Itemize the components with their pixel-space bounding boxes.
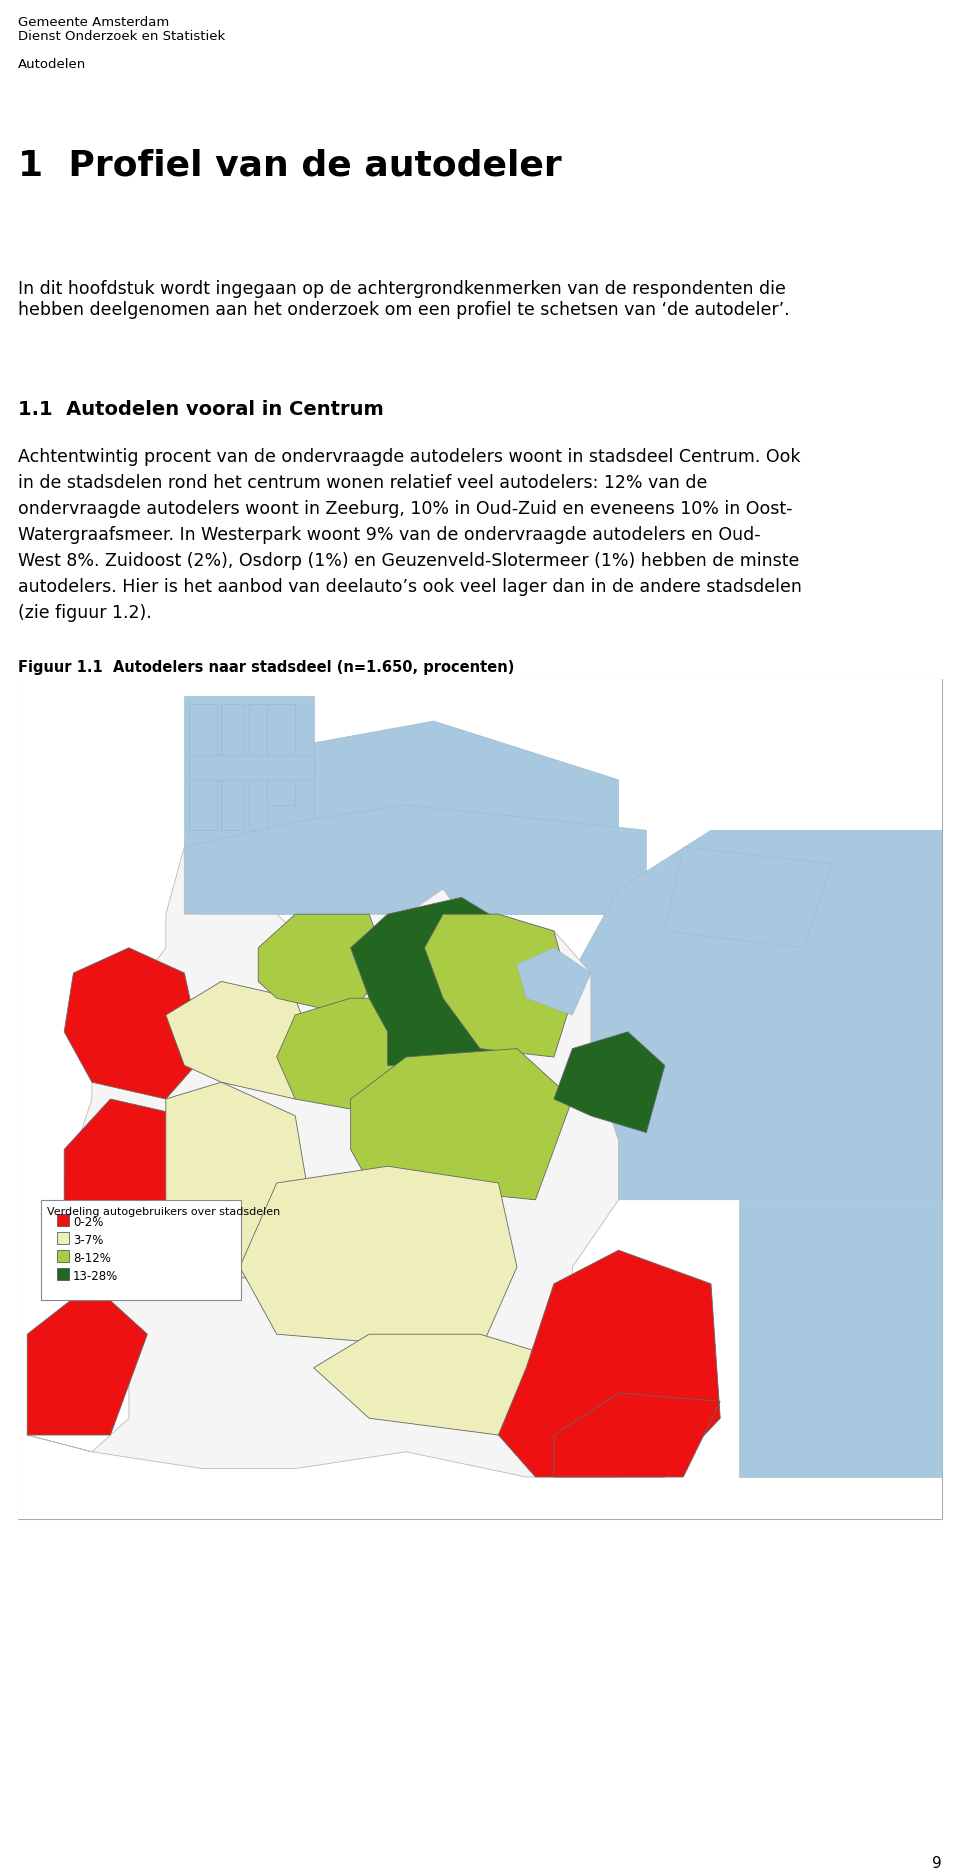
Polygon shape [554, 1394, 720, 1478]
Polygon shape [739, 1201, 942, 1478]
Polygon shape [240, 1167, 516, 1350]
Polygon shape [268, 704, 296, 805]
Text: 1.1  Autodelen vooral in Centrum: 1.1 Autodelen vooral in Centrum [18, 399, 384, 420]
Polygon shape [314, 1334, 536, 1435]
Text: Figuur 1.1  Autodelers naar stadsdeel (n=1.650, procenten): Figuur 1.1 Autodelers naar stadsdeel (n=… [18, 659, 515, 674]
Polygon shape [350, 1049, 572, 1201]
Text: autodelers. Hier is het aanbod van deelauto’s ook veel lager dan in de andere st: autodelers. Hier is het aanbod van deela… [18, 577, 802, 596]
Polygon shape [64, 1099, 203, 1302]
Text: Autodelen: Autodelen [18, 58, 86, 71]
Text: 0-2%: 0-2% [73, 1216, 104, 1229]
Polygon shape [27, 848, 664, 1478]
Polygon shape [184, 697, 314, 848]
Bar [18, 680, 942, 1519]
Polygon shape [350, 897, 516, 1066]
Text: in de stadsdelen rond het centrum wonen relatief veel autodelers: 12% van de: in de stadsdelen rond het centrum wonen … [18, 474, 708, 493]
Polygon shape [27, 1285, 148, 1435]
Text: 3-7%: 3-7% [73, 1232, 104, 1246]
Bar [41, 1201, 241, 1300]
Text: 9: 9 [932, 1854, 942, 1869]
Polygon shape [189, 755, 314, 781]
Polygon shape [276, 998, 424, 1116]
Polygon shape [249, 704, 268, 832]
Polygon shape [498, 1251, 720, 1478]
Polygon shape [18, 680, 942, 1519]
Text: 13-28%: 13-28% [73, 1270, 118, 1283]
Polygon shape [166, 1083, 314, 1285]
Text: Dienst Onderzoek en Statistiek: Dienst Onderzoek en Statistiek [18, 30, 226, 43]
Polygon shape [64, 948, 203, 1099]
Polygon shape [258, 914, 388, 1015]
Polygon shape [203, 721, 618, 914]
Text: Watergraafsmeer. In Westerpark woont 9% van de ondervraagde autodelers en Oud-: Watergraafsmeer. In Westerpark woont 9% … [18, 526, 760, 543]
Text: Gemeente Amsterdam: Gemeente Amsterdam [18, 17, 169, 28]
Polygon shape [184, 805, 646, 914]
Polygon shape [166, 981, 314, 1099]
Text: 1  Profiel van de autodeler: 1 Profiel van de autodeler [18, 148, 562, 182]
Bar [57, 1214, 69, 1227]
Text: ondervraagde autodelers woont in Zeeburg, 10% in Oud-Zuid en eveneens 10% in Oos: ondervraagde autodelers woont in Zeeburg… [18, 500, 793, 517]
Polygon shape [554, 1032, 664, 1133]
Text: In dit hoofdstuk wordt ingegaan op de achtergrondkenmerken van de respondenten d: In dit hoofdstuk wordt ingegaan op de ac… [18, 279, 790, 318]
Polygon shape [516, 948, 590, 1015]
Bar [57, 1268, 69, 1279]
Polygon shape [664, 848, 831, 948]
Polygon shape [554, 832, 942, 1201]
Polygon shape [221, 704, 245, 832]
Bar [57, 1249, 69, 1262]
Text: Verdeling autogebruikers over stadsdelen: Verdeling autogebruikers over stadsdelen [47, 1206, 280, 1216]
Text: 8-12%: 8-12% [73, 1251, 111, 1264]
Polygon shape [189, 704, 217, 832]
Text: Achtentwintig procent van de ondervraagde autodelers woont in stadsdeel Centrum.: Achtentwintig procent van de ondervraagd… [18, 448, 801, 466]
Polygon shape [424, 914, 572, 1058]
Bar [57, 1232, 69, 1244]
Text: West 8%. Zuidoost (2%), Osdorp (1%) en Geuzenveld-Slotermeer (1%) hebben de mins: West 8%. Zuidoost (2%), Osdorp (1%) en G… [18, 553, 800, 569]
Text: (zie figuur 1.2).: (zie figuur 1.2). [18, 603, 152, 622]
